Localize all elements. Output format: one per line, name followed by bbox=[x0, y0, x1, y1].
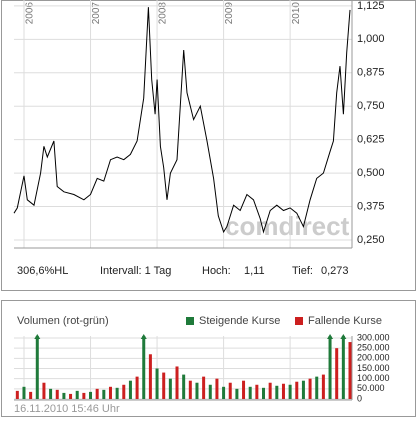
price-line bbox=[13, 7, 351, 234]
y-tick-label: 50.000 bbox=[357, 383, 385, 393]
volume-bar bbox=[295, 381, 299, 399]
y-tick-label: 0,625 bbox=[357, 134, 385, 146]
stat-interval: Intervall: 1 Tag bbox=[100, 265, 171, 277]
y-tick-label: 0,250 bbox=[357, 234, 385, 246]
legend-swatch bbox=[186, 317, 194, 325]
volume-bar bbox=[255, 384, 259, 399]
y-tick-label: 0 bbox=[357, 393, 362, 403]
volume-bar bbox=[228, 382, 232, 399]
volume-bar bbox=[102, 389, 106, 399]
x-tick-label: 2010 bbox=[291, 2, 302, 25]
timestamp: 16.11.2010 15:46 Uhr bbox=[14, 403, 120, 415]
volume-bar bbox=[49, 388, 53, 399]
stat-low-label: Tief: bbox=[292, 265, 313, 277]
volume-bar bbox=[188, 380, 192, 399]
volume-bar bbox=[55, 389, 59, 399]
price-panel bbox=[1, 0, 416, 291]
volume-bar bbox=[95, 388, 99, 399]
legend-swatch bbox=[295, 317, 303, 325]
volume-bar bbox=[162, 372, 166, 399]
volume-bar bbox=[182, 374, 186, 399]
volume-bar bbox=[115, 387, 119, 399]
volume-bar bbox=[35, 336, 39, 399]
volume-bar bbox=[89, 391, 93, 399]
stat-high-label: Hoch: bbox=[202, 265, 231, 277]
volume-bar bbox=[321, 374, 325, 399]
volume-bar bbox=[222, 386, 226, 399]
volume-bar bbox=[22, 386, 26, 399]
x-tick-label: 2007 bbox=[91, 2, 102, 25]
volume-bar bbox=[142, 336, 146, 399]
volume-bar bbox=[42, 382, 46, 399]
legend-label: Steigende Kurse bbox=[199, 315, 280, 327]
y-tick-label: 0,875 bbox=[357, 67, 385, 79]
overflow-arrow bbox=[340, 334, 347, 339]
volume-bar bbox=[69, 393, 73, 399]
volume-bar bbox=[122, 384, 126, 399]
y-tick-label: 0,500 bbox=[357, 167, 385, 179]
volume-bar bbox=[168, 378, 172, 399]
stat-low: 0,273 bbox=[321, 265, 349, 277]
volume-bar bbox=[15, 390, 19, 399]
y-tick-label: 150.000 bbox=[357, 363, 390, 373]
volume-title: Volumen (rot-grün) bbox=[17, 315, 109, 327]
x-tick-label: 2009 bbox=[224, 2, 235, 25]
x-tick-label: 2008 bbox=[158, 2, 169, 25]
x-tick-label: 2006 bbox=[25, 2, 36, 25]
overflow-arrow bbox=[140, 334, 147, 339]
volume-bar bbox=[108, 386, 112, 399]
volume-bar bbox=[215, 378, 219, 399]
overflow-arrow bbox=[34, 334, 41, 339]
volume-bar bbox=[288, 384, 292, 399]
volume-bar bbox=[268, 382, 272, 399]
volume-bar bbox=[248, 386, 252, 399]
volume-bar bbox=[82, 392, 86, 399]
volume-bar bbox=[348, 342, 352, 399]
volume-bar bbox=[148, 354, 152, 399]
volume-bar bbox=[62, 392, 66, 399]
volume-panel bbox=[1, 300, 416, 417]
stat-range: 306,6%HL bbox=[17, 265, 68, 277]
y-tick-label: 250.000 bbox=[357, 343, 390, 353]
volume-bar bbox=[275, 385, 279, 399]
volume-bar bbox=[175, 366, 179, 399]
volume-bar bbox=[308, 378, 312, 399]
y-tick-label: 0,750 bbox=[357, 100, 385, 112]
y-tick-label: 300.000 bbox=[357, 332, 390, 342]
volume-bar bbox=[341, 336, 345, 399]
y-tick-label: 100.000 bbox=[357, 373, 390, 383]
volume-bar bbox=[155, 368, 159, 399]
volume-bar bbox=[202, 376, 206, 399]
watermark: comdirect bbox=[225, 211, 350, 241]
volume-bar bbox=[328, 336, 332, 399]
volume-bar bbox=[135, 376, 139, 399]
stat-high: 1,11 bbox=[244, 265, 265, 277]
volume-bar bbox=[262, 387, 266, 399]
overflow-arrow bbox=[327, 334, 334, 339]
y-tick-label: 200.000 bbox=[357, 353, 390, 363]
volume-bar bbox=[75, 390, 79, 399]
volume-bar bbox=[301, 380, 305, 399]
legend-label: Fallende Kurse bbox=[308, 315, 382, 327]
volume-bar bbox=[235, 388, 239, 399]
volume-bar bbox=[315, 376, 319, 399]
volume-bar bbox=[128, 380, 132, 399]
y-tick-label: 1,000 bbox=[357, 33, 385, 45]
y-tick-label: 1,125 bbox=[357, 0, 385, 12]
y-tick-label: 0,375 bbox=[357, 200, 385, 212]
volume-bar bbox=[242, 380, 246, 399]
volume-bar bbox=[208, 384, 212, 399]
volume-bar bbox=[29, 391, 33, 399]
volume-bar bbox=[281, 383, 285, 399]
volume-bar bbox=[335, 348, 339, 399]
volume-bar bbox=[195, 382, 199, 399]
